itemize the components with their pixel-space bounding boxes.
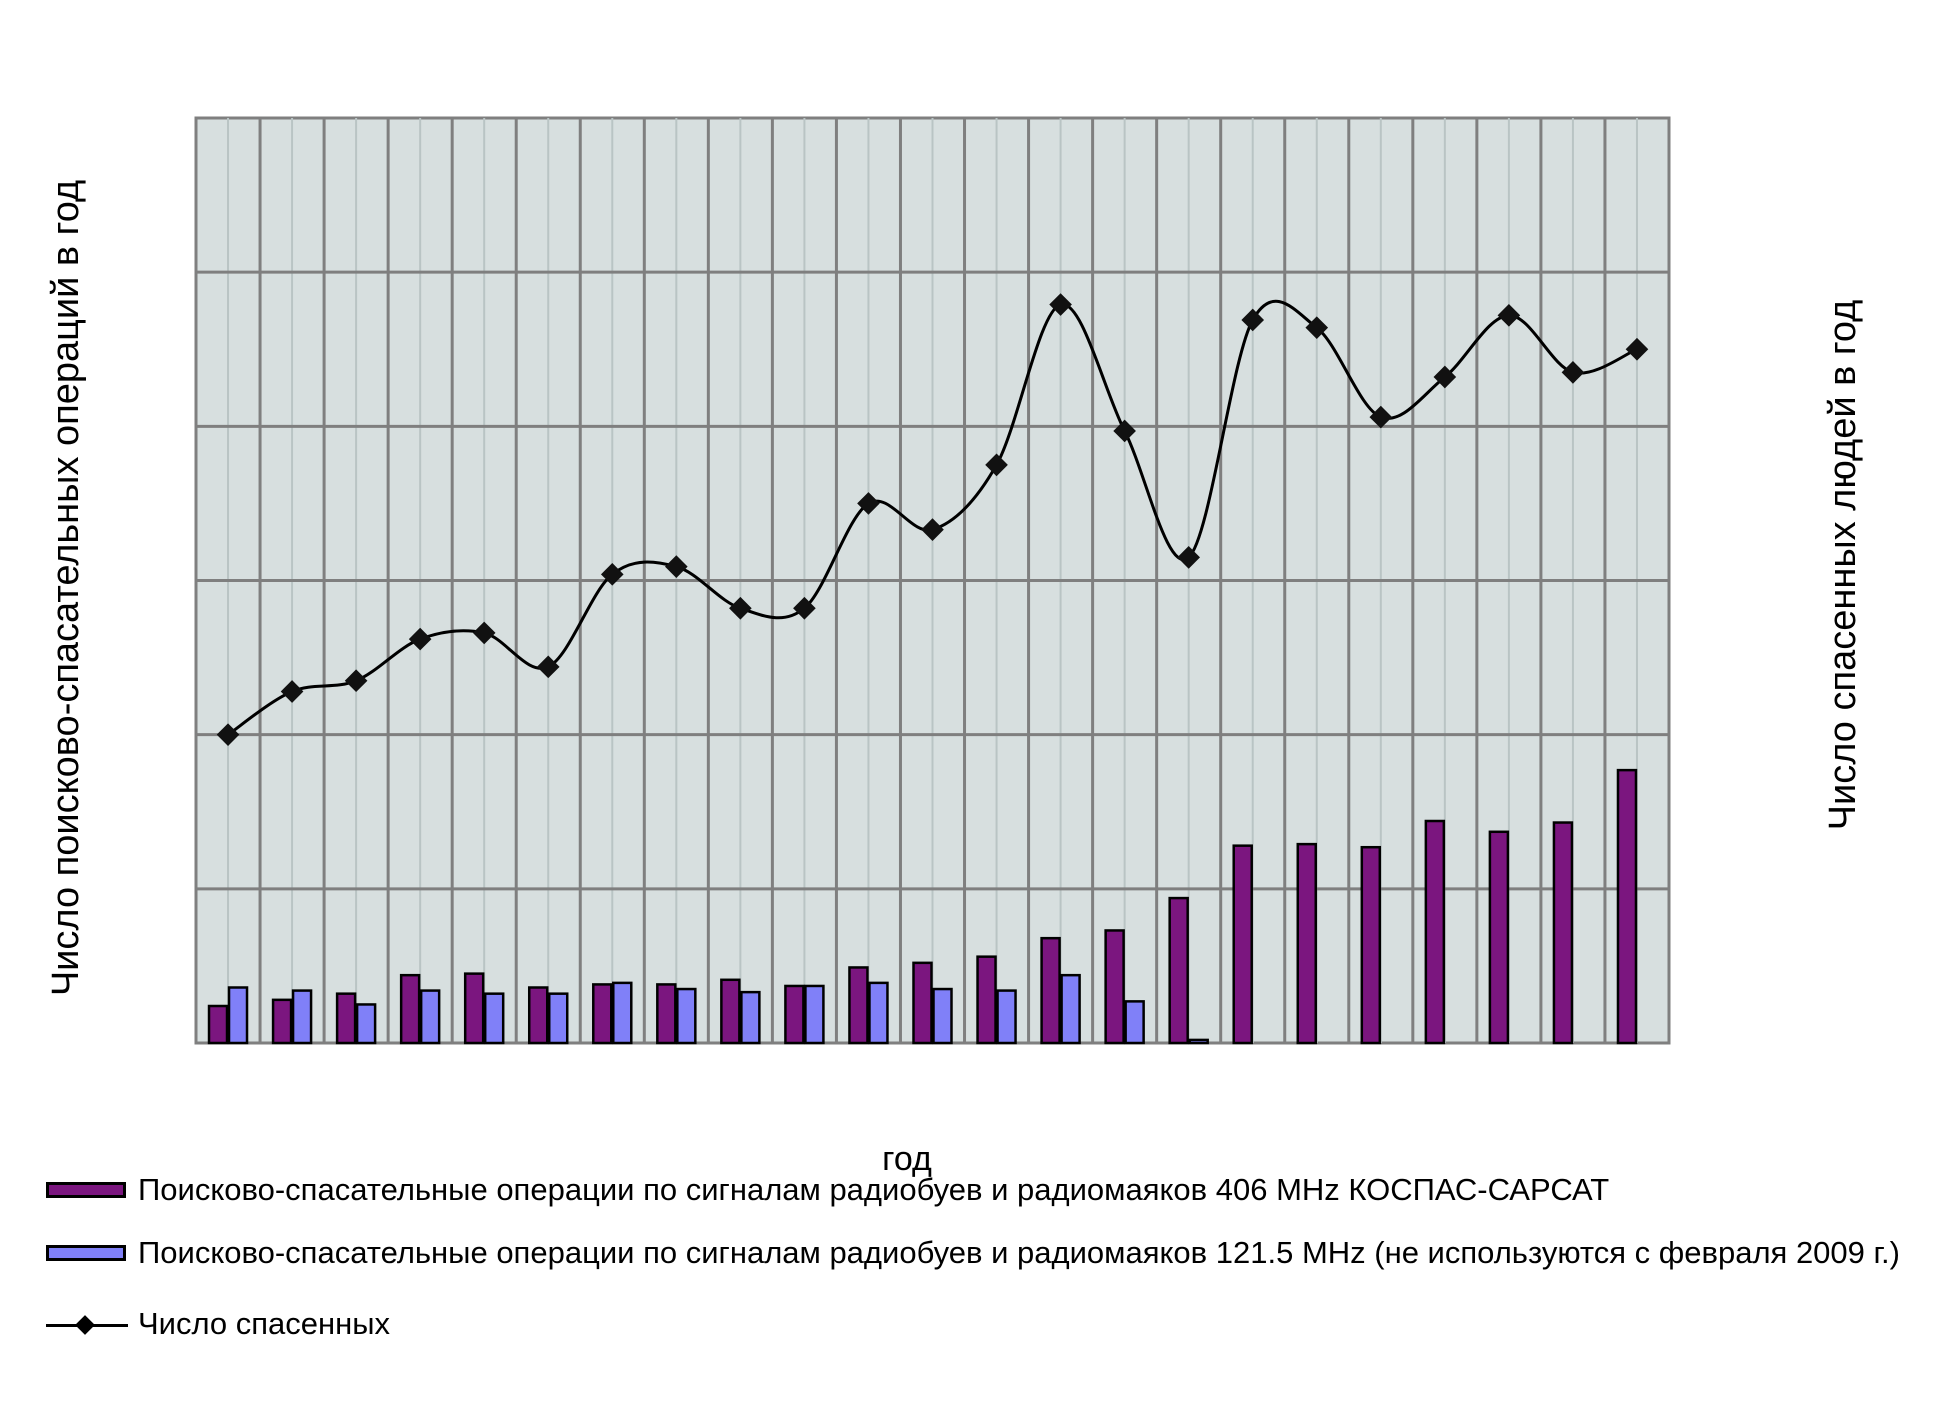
rescued-marker bbox=[600, 563, 624, 586]
bar-121 bbox=[355, 1003, 377, 1045]
bar-121 bbox=[227, 986, 249, 1045]
bar-406 bbox=[271, 998, 293, 1045]
rescued-markers bbox=[216, 293, 1649, 746]
bar-406 bbox=[1168, 896, 1189, 1045]
bar-406 bbox=[976, 955, 997, 1045]
legend-swatch-121 bbox=[46, 1245, 126, 1261]
bars-group bbox=[207, 768, 1638, 1045]
bar-121 bbox=[868, 981, 889, 1045]
bar-406 bbox=[1424, 819, 1446, 1045]
legend-label-rescued: Число спасенных bbox=[138, 1306, 391, 1341]
bar-406 bbox=[1040, 936, 1061, 1045]
x-axis-label: год bbox=[882, 1140, 932, 1178]
bar-406 bbox=[1360, 845, 1382, 1045]
bar-121 bbox=[547, 992, 569, 1045]
bar-406 bbox=[207, 1004, 229, 1045]
bar-121 bbox=[483, 992, 505, 1045]
bar-406 bbox=[463, 972, 485, 1045]
rescued-marker bbox=[1241, 308, 1265, 332]
bar-406 bbox=[335, 992, 357, 1045]
bar-121 bbox=[932, 987, 953, 1045]
bar-121 bbox=[1124, 1000, 1145, 1045]
legend-label-121: Поисково-спасательные операции по сигнал… bbox=[138, 1235, 1900, 1270]
bar-406 bbox=[720, 978, 741, 1045]
rescued-marker bbox=[1625, 337, 1649, 361]
rescued-marker bbox=[729, 596, 752, 620]
rescued-marker bbox=[408, 627, 432, 651]
bar-406 bbox=[1552, 821, 1574, 1045]
bar-121 bbox=[612, 981, 633, 1045]
horizontal-gridlines bbox=[196, 270, 1669, 891]
rescued-marker bbox=[280, 680, 304, 703]
legend-label-406: Поисково-спасательные операции по сигнал… bbox=[138, 1172, 1610, 1207]
bar-121 bbox=[804, 984, 825, 1045]
bar-406 bbox=[1616, 768, 1638, 1045]
y-axis-right-label: Число спасенных людей в год bbox=[1822, 300, 1864, 831]
rescued-marker bbox=[1177, 546, 1200, 569]
bar-406 bbox=[912, 961, 933, 1045]
rescued-marker bbox=[793, 596, 816, 620]
rescued-marker bbox=[1369, 405, 1393, 429]
bar-121 bbox=[676, 987, 697, 1045]
bar-121 bbox=[996, 989, 1017, 1045]
rescued-marker bbox=[1113, 419, 1136, 443]
rescued-marker bbox=[344, 669, 368, 693]
legend-swatch-406 bbox=[46, 1182, 126, 1198]
bar-406 bbox=[1488, 830, 1510, 1045]
rescued-marker bbox=[857, 492, 880, 515]
rescued-marker bbox=[472, 621, 496, 645]
bar-121 bbox=[419, 989, 441, 1045]
bar-406 bbox=[1296, 842, 1318, 1045]
bar-121 bbox=[1188, 1038, 1209, 1045]
bar-121 bbox=[1060, 973, 1081, 1045]
bar-406 bbox=[592, 983, 613, 1045]
bar-406 bbox=[784, 984, 805, 1045]
rescued-marker bbox=[1561, 361, 1585, 384]
rescued-marker bbox=[1433, 365, 1457, 389]
bar-406 bbox=[848, 966, 869, 1045]
rescued-marker bbox=[1305, 316, 1329, 339]
rescued-marker bbox=[665, 555, 688, 578]
bar-406 bbox=[656, 983, 677, 1045]
bar-406 bbox=[399, 973, 421, 1045]
bar-121 bbox=[740, 990, 761, 1045]
bar-121 bbox=[291, 989, 313, 1045]
rescued-marker bbox=[536, 655, 560, 679]
rescued-marker bbox=[985, 453, 1008, 477]
rescued-marker bbox=[1497, 304, 1521, 327]
rescued-marker bbox=[921, 518, 944, 541]
rescued-marker bbox=[1049, 293, 1072, 316]
bar-406 bbox=[527, 986, 549, 1045]
bar-406 bbox=[1104, 929, 1125, 1045]
y-axis-left-label: Число поисково-спасательных операций в г… bbox=[45, 180, 87, 996]
bar-406 bbox=[1232, 844, 1253, 1045]
